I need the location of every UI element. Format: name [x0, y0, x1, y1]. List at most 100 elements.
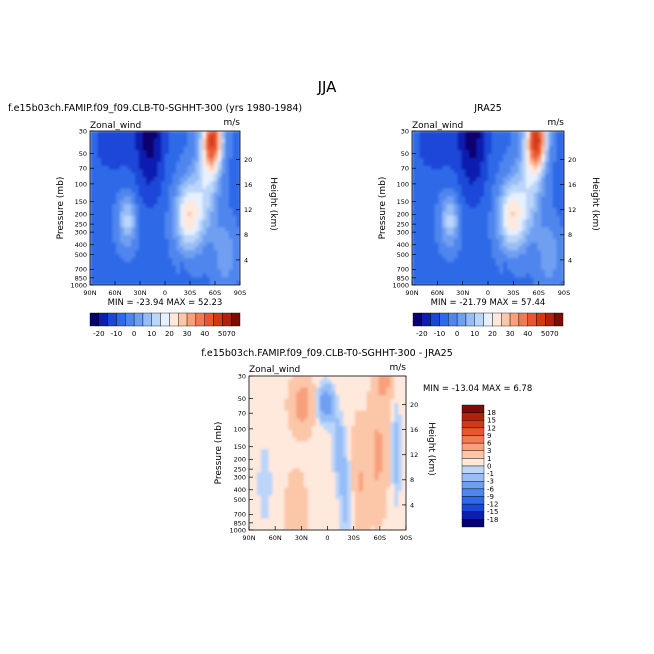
- field-cell: [236, 157, 240, 163]
- field-cell: [469, 254, 474, 259]
- field-cell: [402, 468, 406, 473]
- field-cell: [491, 211, 497, 217]
- field-cell: [370, 441, 376, 446]
- field-cell: [300, 518, 305, 523]
- field-cell: [323, 383, 329, 389]
- field-cell: [412, 161, 417, 167]
- field-cell: [168, 281, 174, 285]
- field-cell: [153, 142, 159, 147]
- field-cell: [378, 483, 384, 489]
- field-cell: [423, 242, 428, 248]
- field-cell: [303, 391, 309, 396]
- field-cell: [217, 208, 222, 213]
- field-cell: [398, 464, 403, 469]
- field-cell: [339, 383, 344, 389]
- field-cell: [556, 188, 561, 194]
- field-cell: [354, 395, 360, 400]
- field-cell: [488, 142, 493, 147]
- field-cell: [202, 204, 207, 209]
- field-cell: [402, 410, 406, 416]
- field-cell: [541, 161, 546, 167]
- field-cell: [176, 134, 181, 140]
- field-cell: [228, 227, 234, 232]
- field-cell: [252, 422, 258, 427]
- field-cell: [533, 234, 538, 240]
- field-cell: [472, 192, 478, 198]
- field-cell: [358, 510, 364, 516]
- field-cell: [327, 456, 333, 462]
- field-cell: [280, 479, 285, 485]
- field-cell: [311, 460, 317, 466]
- field-cell: [146, 246, 151, 251]
- field-cell: [465, 254, 470, 259]
- field-cell: [101, 204, 106, 209]
- panel-diff-title: f.e15b03ch.FAMIP.f09_f09.CLB-T0-SGHHT-30…: [201, 348, 453, 359]
- field-cell: [431, 184, 436, 190]
- field-cell: [390, 383, 395, 389]
- field-cell: [138, 134, 144, 140]
- field-cell: [210, 223, 215, 228]
- field-cell: [150, 157, 155, 163]
- field-cell: [450, 192, 455, 198]
- field-cell: [198, 192, 204, 198]
- field-cell: [545, 227, 550, 232]
- field-cell: [256, 468, 262, 473]
- field-cell: [252, 460, 258, 466]
- field-cell: [518, 231, 523, 236]
- field-cell: [264, 522, 270, 527]
- field-cell: [198, 134, 204, 140]
- field-cell: [370, 395, 376, 400]
- field-cell: [331, 410, 336, 416]
- field-cell: [97, 238, 102, 244]
- field-cell: [507, 261, 512, 267]
- field-cell: [461, 269, 466, 275]
- field-cell: [268, 472, 274, 477]
- field-cell: [252, 456, 258, 462]
- field-cell: [284, 499, 289, 504]
- x-tick-label: 60N: [431, 289, 444, 297]
- field-cell: [303, 483, 309, 489]
- colorbar-swatch: [553, 312, 564, 327]
- field-cell: [453, 146, 459, 151]
- field-cell: [402, 483, 406, 489]
- field-cell: [319, 399, 325, 404]
- field-cell: [108, 150, 114, 155]
- field-cell: [256, 460, 262, 466]
- field-cell: [252, 395, 258, 400]
- field-cell: [339, 483, 344, 489]
- field-cell: [427, 165, 432, 171]
- field-cell: [358, 387, 364, 392]
- field-cell: [272, 483, 278, 489]
- field-cell: [484, 277, 489, 282]
- field-cell: [256, 414, 262, 419]
- field-cell: [101, 200, 106, 205]
- field-cell: [135, 223, 140, 228]
- field-cell: [303, 487, 309, 493]
- field-cell: [434, 227, 440, 232]
- field-cell: [390, 499, 395, 504]
- field-cell: [378, 495, 384, 500]
- field-cell: [288, 468, 293, 473]
- field-cell: [249, 453, 254, 458]
- field-cell: [123, 250, 129, 255]
- field-cell: [419, 192, 424, 198]
- field-cell: [202, 154, 207, 159]
- field-cell: [438, 219, 443, 224]
- field-cell: [335, 491, 340, 496]
- field-cell: [221, 134, 226, 140]
- field-cell: [284, 426, 289, 431]
- field-cell: [217, 246, 222, 251]
- field-cell: [339, 499, 344, 504]
- field-cell: [394, 526, 399, 530]
- field-cell: [495, 150, 500, 155]
- field-cell: [465, 200, 470, 205]
- field-cell: [228, 142, 234, 147]
- field-cell: [288, 449, 293, 454]
- field-cell: [499, 258, 504, 263]
- field-cell: [157, 134, 162, 140]
- field-cell: [90, 157, 95, 163]
- field-cell: [157, 258, 162, 263]
- field-cell: [431, 146, 436, 151]
- field-cell: [412, 150, 417, 155]
- field-cell: [522, 261, 527, 267]
